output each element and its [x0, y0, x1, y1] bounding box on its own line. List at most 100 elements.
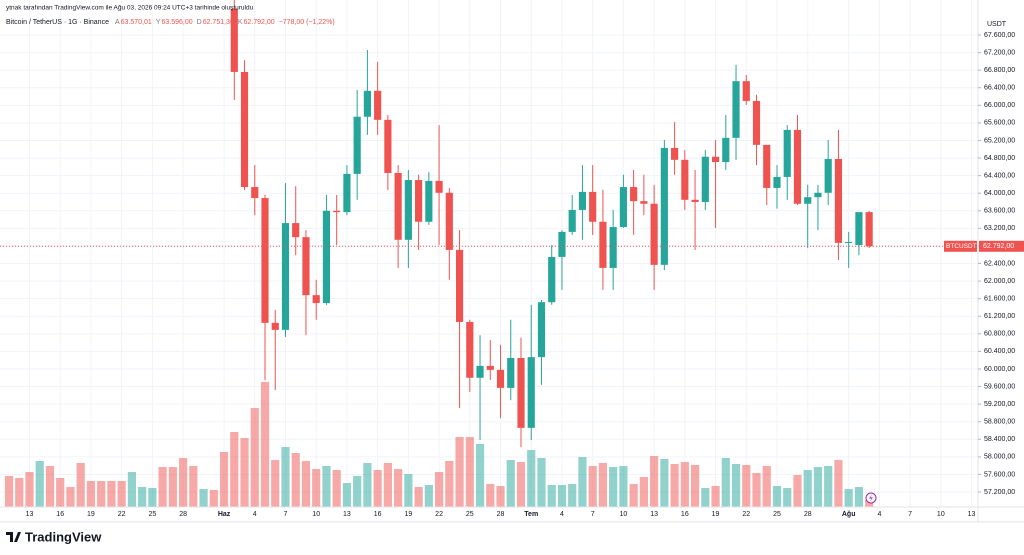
candle-body — [281, 223, 290, 330]
volume-bar — [783, 488, 792, 507]
volume-bar — [660, 459, 669, 507]
volume-bar — [824, 466, 833, 507]
x-tick-label: 7 — [908, 511, 912, 518]
volume-bar — [527, 450, 536, 507]
candle-body — [711, 156, 720, 163]
candle-body — [650, 203, 658, 265]
candle-body — [353, 116, 361, 174]
volume-bar — [332, 470, 341, 507]
volume-bar — [178, 458, 188, 507]
volume-bar — [353, 476, 362, 507]
volume-bar — [568, 484, 577, 507]
volume-bar — [383, 463, 392, 507]
volume-bar — [240, 438, 249, 507]
volume-layer — [4, 382, 874, 507]
volume-bar — [56, 478, 65, 507]
candle-body — [302, 237, 310, 296]
volume-bar — [148, 488, 157, 507]
x-tick-label: 16 — [56, 511, 64, 518]
axes: 57.200,00 57.600,00 58.000,00 58.400,00 58.8… — [26, 32, 1024, 518]
candle-body — [517, 357, 525, 428]
candle-body — [496, 369, 505, 388]
volume-bar — [66, 487, 75, 507]
y-tick-label: 59.200,00 — [984, 401, 1015, 408]
candle-body — [814, 192, 822, 198]
x-tick-label: 25 — [466, 511, 474, 518]
volume-bar — [424, 485, 433, 507]
volume-bar — [609, 467, 618, 507]
candle-body — [435, 180, 443, 193]
legend-key: Y — [156, 19, 161, 26]
volume-bar — [619, 466, 628, 507]
volume-bar — [598, 463, 608, 507]
y-tick-label: 65.600,00 — [984, 120, 1015, 127]
candle-body — [619, 187, 627, 228]
candle-body — [732, 81, 740, 138]
volume-bar — [650, 456, 659, 507]
volume-bar — [107, 481, 116, 507]
volume-bar — [731, 464, 741, 507]
x-tick-label: 22 — [742, 511, 750, 518]
volume-bar — [496, 486, 505, 507]
volume-bar — [209, 490, 218, 507]
y-tick-label: 67.600,00 — [984, 32, 1015, 39]
candle-body — [640, 201, 648, 204]
volume-bar — [557, 485, 567, 507]
candle-body — [240, 71, 249, 188]
volume-bar — [711, 486, 720, 507]
volume-bar — [690, 465, 700, 507]
volume-bar — [35, 461, 44, 507]
candle-body — [589, 191, 597, 222]
volume-bar — [588, 466, 597, 507]
y-tick-label: 64.800,00 — [984, 155, 1015, 162]
candle-body — [834, 158, 843, 243]
volume-bar — [271, 460, 280, 507]
x-tick-label: 13 — [968, 511, 976, 518]
volume-bar — [445, 461, 454, 507]
volume-bar — [793, 475, 802, 507]
volume-bar — [76, 463, 85, 507]
volume-bar — [199, 489, 208, 507]
y-tick-label: 58.800,00 — [984, 419, 1015, 426]
volume-bar — [117, 481, 126, 507]
volume-bar — [455, 437, 464, 507]
x-tick-label: 4 — [560, 511, 564, 518]
x-tick-label: 10 — [937, 511, 945, 518]
x-tick-label: 13 — [26, 511, 34, 518]
symbol-tag-bg — [944, 240, 977, 252]
candle-body — [752, 100, 761, 145]
volume-bar — [4, 476, 14, 507]
x-tick-label: 13 — [343, 511, 351, 518]
candle-body — [230, 8, 238, 72]
y-tick-label: 63.600,00 — [984, 208, 1015, 215]
last-price-bg — [979, 240, 1024, 252]
candle-body — [384, 119, 392, 173]
x-tick-label: 13 — [650, 511, 658, 518]
candle-body — [701, 156, 709, 203]
volume-bar — [363, 463, 372, 507]
x-tick-label: Ağu — [842, 511, 856, 518]
candle-body — [855, 212, 863, 246]
candle-body — [824, 158, 832, 193]
volume-bar — [189, 466, 198, 507]
y-tick-label: 62.400,00 — [984, 260, 1015, 267]
y-tick-label: 58.000,00 — [984, 454, 1015, 461]
candle-body — [527, 357, 535, 428]
x-tick-label: 22 — [435, 511, 443, 518]
volume-bar — [547, 485, 556, 507]
volume-bar — [701, 488, 710, 507]
y-tick-label: 62.000,00 — [984, 278, 1015, 285]
x-tick-label: Tem — [524, 511, 538, 518]
volume-bar — [486, 484, 495, 507]
candle-body — [261, 198, 269, 323]
candle-body — [783, 129, 791, 177]
volume-bar — [230, 432, 239, 507]
x-tick-label: 4 — [253, 511, 257, 518]
candle-body — [476, 365, 484, 378]
x-tick-label: 28 — [179, 511, 187, 518]
volume-bar — [168, 467, 177, 507]
candle-body — [394, 172, 402, 240]
volume-bar — [342, 483, 352, 507]
volume-bar — [158, 467, 167, 507]
volume-bar — [639, 477, 648, 507]
